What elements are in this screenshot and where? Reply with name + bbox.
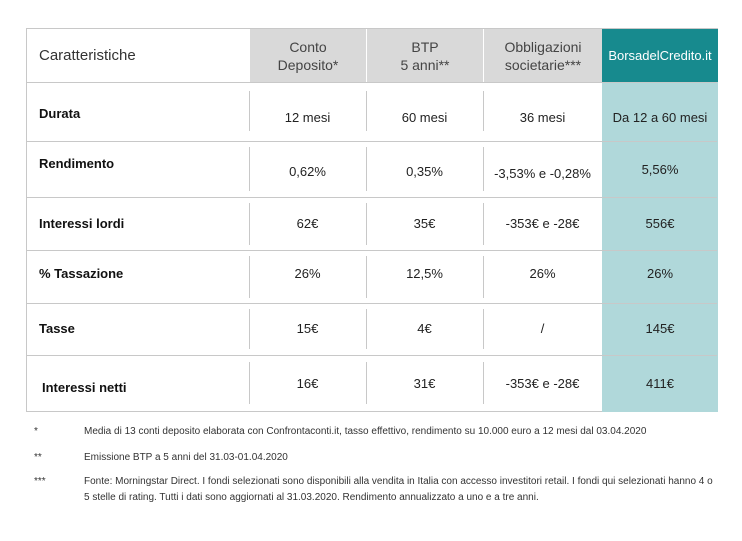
- column-divider: [249, 147, 250, 191]
- row-label-tassazione: % Tassazione: [39, 265, 124, 281]
- column-divider: [483, 256, 484, 298]
- row-divider: [27, 250, 717, 251]
- cell-value: 26%: [529, 265, 556, 281]
- footnote-text: Fonte: Morningstar Direct. I fondi selez…: [84, 476, 713, 503]
- column-divider: [366, 147, 367, 191]
- cell-value-brand: 145€: [645, 320, 675, 336]
- column-divider: [483, 203, 484, 245]
- row-label-interessi-lordi: Interessi lordi: [39, 215, 125, 231]
- column-divider: [366, 362, 367, 404]
- column-divider: [366, 203, 367, 245]
- row-divider: [27, 141, 717, 142]
- row-label-interessi-netti: Interessi netti: [42, 379, 127, 395]
- column-divider: [249, 203, 250, 245]
- column-divider: [249, 256, 250, 298]
- header-line: Obbligazioni: [504, 38, 582, 55]
- header-line: Deposito*: [277, 56, 339, 73]
- cell-value: -3,53% e -0,28%: [494, 165, 591, 181]
- column-divider: [366, 309, 367, 349]
- cell-value: 31€: [413, 375, 436, 391]
- header-line: BTP: [411, 38, 439, 55]
- row-divider: [27, 303, 717, 304]
- cell-value: 15€: [296, 320, 319, 336]
- cell-value-brand: 411€: [646, 375, 674, 391]
- cell-value: 4€: [417, 320, 432, 336]
- comparison-table: Caratteristiche Conto Deposito* BTP 5 anni…: [26, 28, 718, 412]
- cell-value: 35€: [413, 215, 436, 231]
- row-divider: [27, 82, 717, 83]
- header-label: Caratteristiche: [39, 47, 136, 64]
- column-divider: [366, 256, 367, 298]
- cell-value-brand: 556€: [645, 215, 675, 231]
- row-label-rendimento: Rendimento: [39, 155, 115, 171]
- cell-value: 12 mesi: [284, 109, 331, 125]
- header-line: societarie***: [504, 56, 582, 73]
- cell-value: 36 mesi: [519, 109, 566, 125]
- footnote-mark: ***: [34, 476, 46, 487]
- cell-value-brand: 26%: [646, 265, 674, 281]
- cell-value: 26%: [294, 265, 321, 281]
- footnote-text: Media di 13 conti deposito elaborata con…: [84, 426, 647, 437]
- column-divider: [249, 91, 250, 131]
- cell-value: 16€: [296, 375, 319, 391]
- row-label-tasse: Tasse: [39, 320, 75, 336]
- cell-value: 0,35%: [406, 163, 443, 179]
- row-label-durata: Durata: [39, 105, 81, 121]
- column-divider: [366, 91, 367, 131]
- header-line: Conto: [289, 38, 327, 55]
- column-divider: [483, 309, 484, 349]
- cell-value: /: [540, 320, 545, 336]
- column-divider: [249, 362, 250, 404]
- header-obbligazioni: Obbligazioni societarie***: [483, 29, 602, 82]
- row-divider: [27, 197, 717, 198]
- cell-value: 62€: [296, 215, 319, 231]
- cell-value-brand: Da 12 a 60 mesi: [612, 109, 708, 125]
- cell-value: 60 mesi: [401, 109, 448, 125]
- cell-value: -353€ e -28€: [505, 375, 580, 391]
- header-brand: BorsadelCredito.it: [602, 29, 718, 82]
- column-divider: [483, 91, 484, 131]
- footnote-mark: **: [34, 452, 42, 463]
- column-divider: [483, 362, 484, 404]
- header-conto-deposito: Conto Deposito*: [249, 29, 366, 82]
- header-line: 5 anni**: [400, 56, 450, 73]
- footnote-mark: *: [34, 426, 38, 437]
- brand-column-background: [602, 82, 718, 412]
- cell-value: 0,62%: [289, 163, 326, 179]
- cell-value-brand: 5,56%: [641, 161, 679, 177]
- header-btp: BTP 5 anni**: [366, 29, 483, 82]
- column-divider: [483, 147, 484, 191]
- footnote-text: Emissione BTP a 5 anni del 31.03-01.04.2…: [84, 452, 288, 463]
- cell-value: -353€ e -28€: [505, 215, 580, 231]
- cell-value: 12,5%: [406, 265, 443, 281]
- row-divider: [27, 355, 717, 356]
- column-divider: [249, 309, 250, 349]
